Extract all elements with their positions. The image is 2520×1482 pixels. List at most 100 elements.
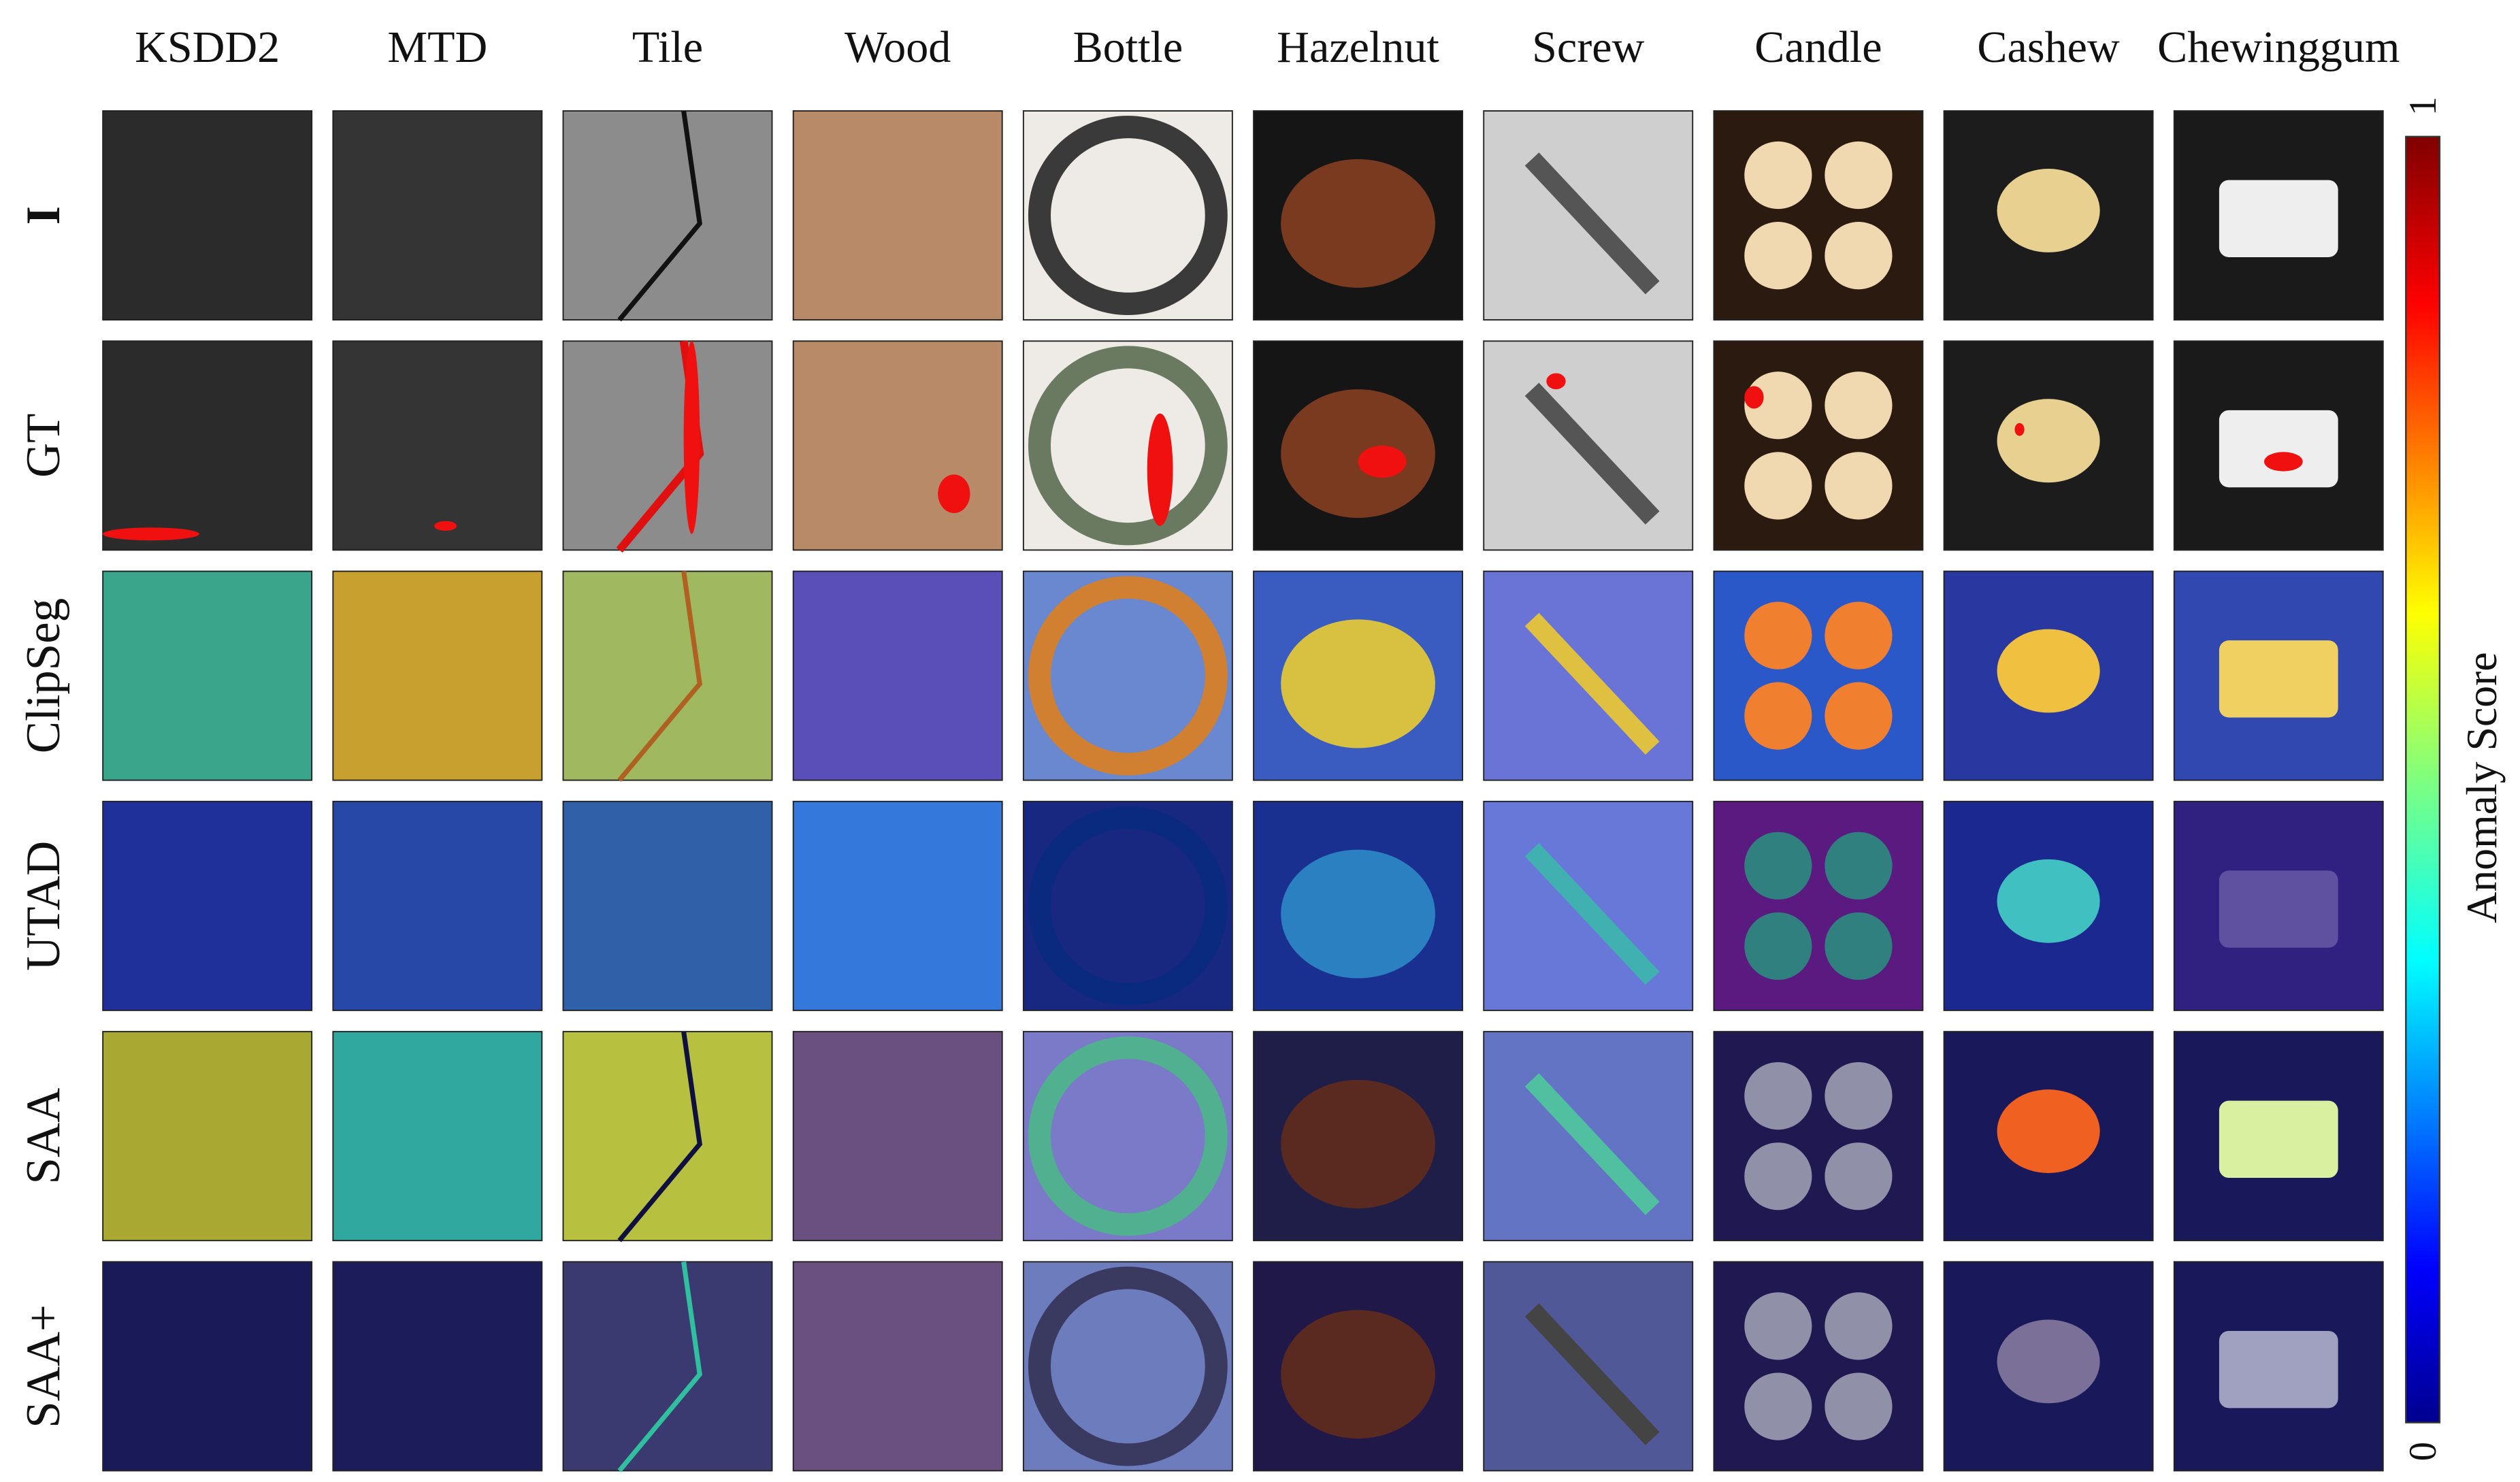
tile-crack [617, 1261, 702, 1472]
candle-shape [1824, 1061, 1893, 1130]
column-header: Bottle [1073, 22, 1183, 72]
image-tile [332, 800, 543, 1011]
image-tile [332, 1031, 543, 1242]
candle-shape [1744, 1372, 1812, 1440]
candle-shape [1824, 1142, 1893, 1211]
column-header: Tile [632, 22, 703, 72]
image-tile [792, 1031, 1003, 1242]
candle-shape [1824, 682, 1893, 750]
image-tile [332, 570, 543, 781]
tile-crack [617, 110, 702, 322]
gt-mask [2014, 423, 2025, 436]
gt-mask [1546, 373, 1566, 390]
image-tile [792, 340, 1003, 551]
column-header: MTD [387, 22, 487, 72]
screw-shape [1524, 1073, 1660, 1215]
image-tile [1022, 1031, 1233, 1242]
image-tile [332, 1261, 543, 1472]
hazelnut-shape [1281, 849, 1435, 978]
image-tile [792, 110, 1003, 321]
column-header: Wood [845, 22, 951, 72]
bottle-shape [1028, 116, 1228, 316]
column-header: Screw [1532, 22, 1644, 72]
image-tile [1713, 340, 1924, 551]
column-header: Cashew [1977, 22, 2120, 72]
hazelnut-shape [1281, 619, 1435, 748]
column-header: Chewinggum [2157, 22, 2400, 72]
candle-shape [1744, 912, 1812, 981]
candle-shape [1744, 372, 1812, 440]
row-label: UTAD [17, 841, 70, 971]
candle-shape [1824, 452, 1893, 520]
row-label: I [17, 206, 70, 225]
candle-shape [1824, 602, 1893, 670]
chewinggum-shape [2219, 180, 2338, 257]
image-tile [1022, 570, 1233, 781]
screw-shape [1524, 382, 1660, 525]
image-tile [562, 570, 773, 781]
colorbar [2405, 135, 2441, 1423]
gt-mask [1147, 413, 1173, 526]
image-tile [1713, 1261, 1924, 1472]
row-label: SAA [17, 1088, 70, 1185]
gt-mask [2264, 452, 2303, 472]
image-tile [102, 1031, 313, 1242]
screw-shape [1524, 1303, 1660, 1445]
candle-shape [1824, 1372, 1893, 1440]
candle-shape [1744, 682, 1812, 750]
screw-shape [1524, 152, 1660, 295]
image-tile [102, 1261, 313, 1472]
image-tile [792, 800, 1003, 1011]
column-header: Hazelnut [1277, 22, 1439, 72]
screw-shape [1524, 842, 1660, 985]
image-tile [562, 110, 773, 321]
image-tile [1022, 800, 1233, 1011]
candle-shape [1744, 831, 1812, 900]
tile-crack [617, 571, 702, 782]
image-tile [562, 340, 773, 551]
candle-shape [1824, 1292, 1893, 1360]
image-tile [1713, 110, 1924, 321]
hazelnut-shape [1281, 159, 1435, 288]
column-header: Candle [1754, 22, 1882, 72]
hazelnut-shape [1281, 1310, 1435, 1439]
image-tile [792, 1261, 1003, 1472]
bottle-shape [1028, 1036, 1228, 1236]
image-tile [102, 800, 313, 1011]
candle-shape [1744, 221, 1812, 290]
cashew-shape [1997, 1319, 2100, 1404]
candle-shape [1744, 452, 1812, 520]
image-tile [102, 340, 313, 551]
tile-crack [617, 1031, 702, 1242]
cashew-shape [1997, 1089, 2100, 1173]
row-label: GT [17, 414, 70, 478]
hazelnut-shape [1281, 1079, 1435, 1208]
colorbar-top-label: 1 [2402, 97, 2444, 116]
chewinggum-shape [2219, 1100, 2338, 1179]
screw-shape [1524, 612, 1660, 755]
image-tile [1713, 1031, 1924, 1242]
bottle-shape [1028, 576, 1228, 776]
gt-mask [1744, 386, 1764, 409]
candle-shape [1824, 141, 1893, 210]
candle-shape [1824, 221, 1893, 290]
image-tile [562, 1031, 773, 1242]
bottle-shape [1028, 806, 1228, 1006]
image-tile [792, 570, 1003, 781]
cashew-shape [1997, 169, 2100, 252]
chewinggum-shape [2219, 870, 2338, 948]
image-tile [332, 110, 543, 321]
candle-shape [1744, 1142, 1812, 1211]
candle-shape [1744, 141, 1812, 210]
chewinggum-shape [2219, 1330, 2338, 1409]
gt-mask [434, 521, 457, 531]
candle-shape [1744, 1061, 1812, 1130]
image-tile [102, 110, 313, 321]
gt-mask [103, 527, 199, 541]
chewinggum-shape [2219, 640, 2338, 718]
image-tile [332, 340, 543, 551]
image-tile [562, 1261, 773, 1472]
cashew-shape [1997, 859, 2100, 943]
colorbar-bottom-label: 0 [2402, 1442, 2444, 1461]
